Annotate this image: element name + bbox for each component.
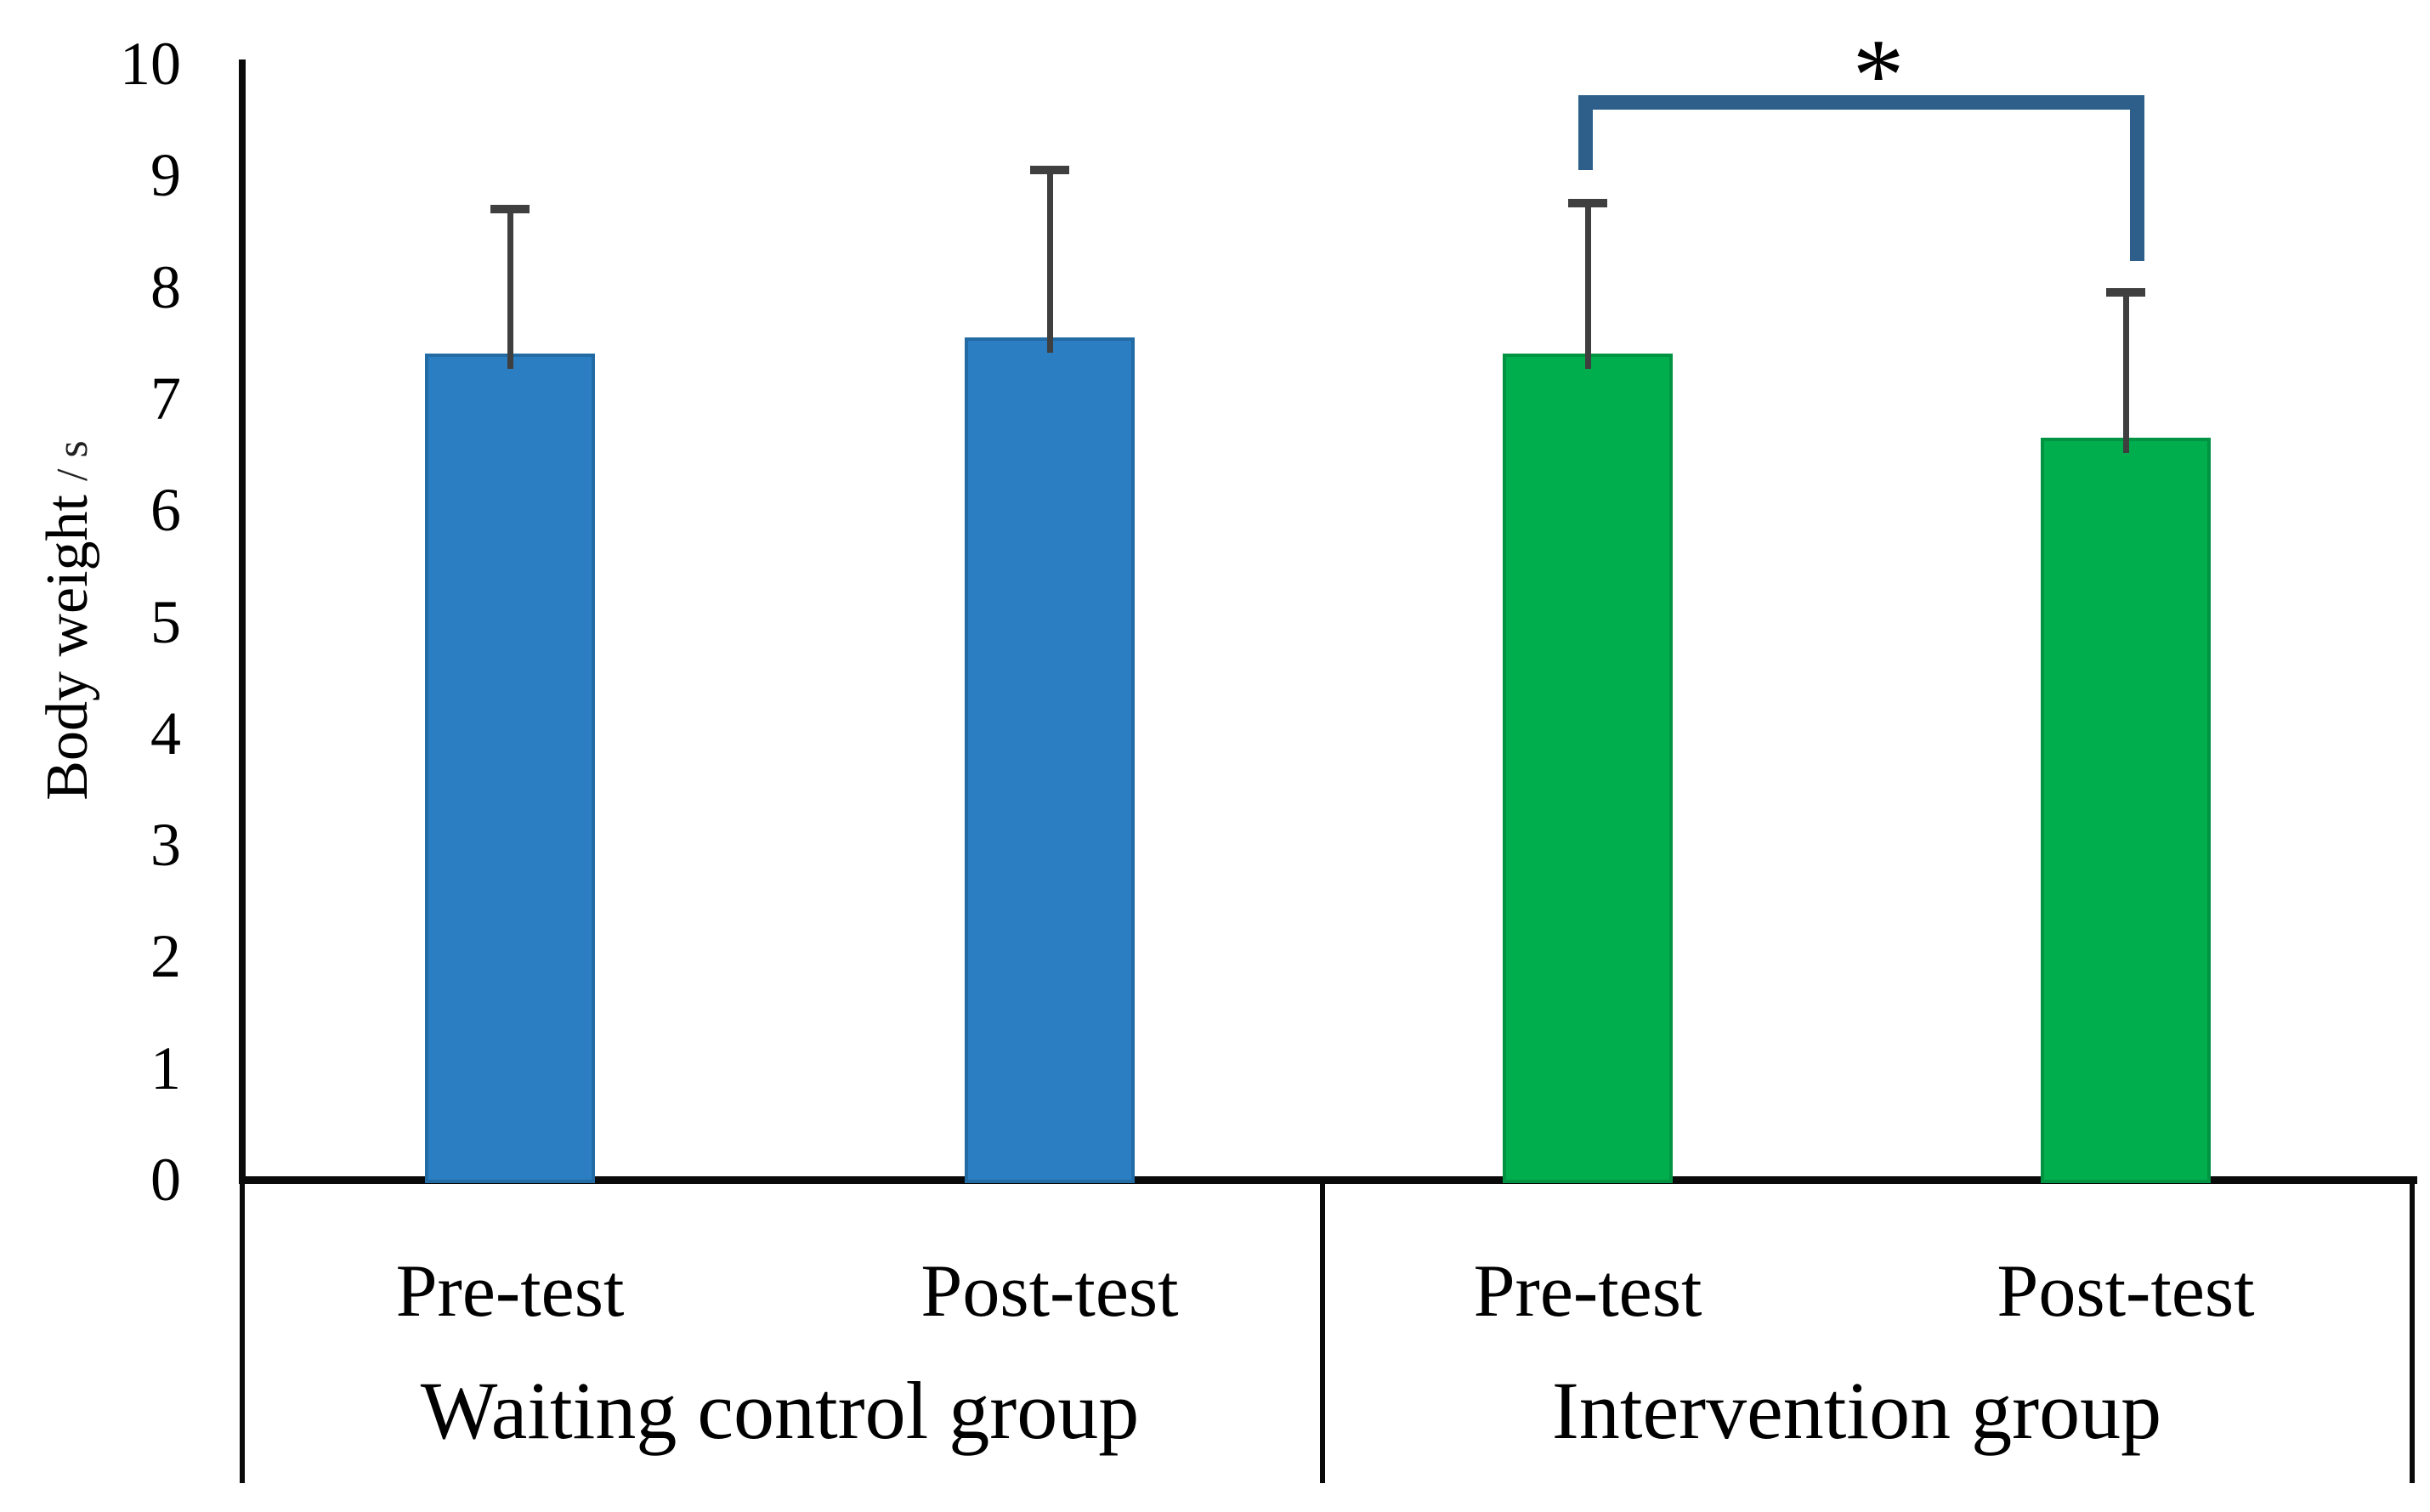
error-bar-line (1046, 169, 1053, 353)
y-tick-label: 5 (150, 587, 181, 656)
y-axis-title-unit: / s (48, 440, 97, 481)
bar-waiting-control-group-post-test (965, 337, 1135, 1183)
category-label-pre-test: Pre-test (1473, 1250, 1702, 1333)
y-tick-label: 10 (120, 30, 181, 98)
significance-asterisk: * (1852, 18, 1905, 133)
significance-bracket-top-bar (1578, 95, 2144, 110)
bar-waiting-control-group-pre-test (425, 354, 595, 1183)
y-tick-label: 6 (150, 476, 181, 545)
category-label-post-test: Post-test (920, 1250, 1179, 1333)
group-label-intervention-group: Intervention group (1551, 1365, 2162, 1456)
error-bar-cap (1030, 165, 1069, 174)
x-axis-baseline (239, 1176, 2417, 1184)
error-bar-line (507, 208, 513, 370)
error-bar-cap (2106, 288, 2145, 297)
y-tick-label: 2 (150, 922, 181, 991)
category-band-border-right (2410, 1183, 2415, 1483)
bar-intervention-group-post-test (2041, 437, 2211, 1183)
error-bar-line (1584, 203, 1591, 370)
category-band-border-middle (1320, 1183, 1325, 1483)
significance-bracket-right-leg (2130, 95, 2144, 261)
category-band-border-left (240, 1183, 245, 1483)
category-label-post-test: Post-test (1997, 1250, 2255, 1333)
significance-bracket-left-leg (1578, 95, 1593, 170)
error-bar-line (2122, 292, 2129, 453)
bar-intervention-group-pre-test (1503, 354, 1673, 1183)
category-label-pre-test: Pre-test (395, 1250, 625, 1333)
y-tick-label: 3 (150, 811, 181, 880)
y-tick-label: 1 (150, 1033, 181, 1102)
group-label-waiting-control-group: Waiting control group (420, 1365, 1140, 1456)
y-axis-line (239, 59, 246, 1183)
error-bar-cap (490, 204, 530, 213)
y-tick-label: 9 (150, 141, 181, 210)
y-tick-label: 8 (150, 252, 181, 321)
y-tick-label: 4 (150, 699, 181, 767)
error-bar-cap (1568, 199, 1607, 208)
y-tick-label: 0 (150, 1146, 181, 1214)
y-tick-label: 7 (150, 364, 181, 433)
